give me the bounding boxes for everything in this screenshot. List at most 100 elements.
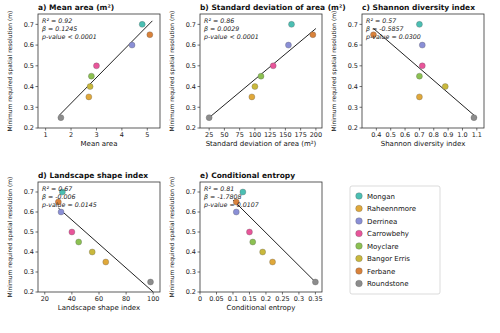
panel-title: c) Shannon diversity index: [362, 3, 475, 12]
y-tick: [360, 128, 363, 129]
y-tick-label: 0.7: [24, 188, 34, 196]
y-tick: [198, 86, 201, 87]
x-tick-label: 20: [41, 295, 49, 303]
y-tick: [36, 252, 39, 253]
stat-annotation: β = 0.1245: [42, 25, 77, 33]
y-tick-label: 0.2: [24, 288, 34, 296]
y-tick: [198, 128, 201, 129]
point: [103, 259, 109, 265]
legend-swatch: [356, 205, 363, 212]
y-tick: [198, 24, 201, 25]
y-tick-label: 0.5: [186, 62, 196, 70]
y-tick-label: 0.4: [186, 248, 196, 256]
y-tick-label: 0.6: [24, 41, 34, 49]
y-tick-label: 0.2: [348, 124, 358, 132]
legend-label: Carrowbehy: [367, 230, 409, 238]
point: [76, 239, 82, 245]
point: [419, 63, 425, 69]
x-tick-label: 25: [205, 131, 213, 139]
stat-annotation: p-value = 0.0145: [41, 201, 97, 209]
y-tick-label: 0.7: [186, 21, 196, 29]
point: [87, 84, 93, 90]
x-tick-label: 150: [279, 131, 291, 139]
point: [419, 42, 425, 48]
stat-annotation: p-value = 0.0300: [365, 33, 421, 41]
y-tick-label: 0.5: [24, 228, 34, 236]
legend-box: [350, 186, 440, 294]
legend: MonganRaheennmoreDerrineaCarrowbehyMoycl…: [350, 186, 440, 294]
x-axis-label: Standard deviation of area (m²): [206, 140, 317, 148]
y-tick-label: 0.5: [348, 62, 358, 70]
y-tick: [36, 24, 39, 25]
legend-label: Derrinea: [367, 218, 397, 226]
legend-swatch: [356, 280, 363, 287]
legend-swatch: [356, 193, 363, 200]
y-tick: [360, 45, 363, 46]
stat-annotation: p-value < 0.0001: [203, 33, 259, 41]
x-tick-label: 100: [249, 131, 261, 139]
y-tick-label: 0.6: [186, 41, 196, 49]
y-tick: [198, 272, 201, 273]
y-tick-label: 0.3: [348, 104, 358, 112]
y-axis-label: Minimum required spatial resolution (m): [6, 177, 14, 298]
legend-swatch: [356, 255, 363, 262]
y-tick-label: 0.5: [186, 228, 196, 236]
y-tick-label: 0.3: [186, 104, 196, 112]
legend-swatch: [356, 230, 363, 237]
x-axis-label: Landscape shape index: [58, 304, 140, 312]
x-tick-label: 1.0: [457, 131, 467, 139]
stat-annotation: β = 0.0029: [204, 25, 239, 33]
y-tick: [36, 107, 39, 108]
legend-label: Moyclare: [367, 243, 399, 251]
x-tick-label: 0: [198, 295, 202, 303]
y-tick: [198, 232, 201, 233]
y-tick: [198, 65, 201, 66]
x-tick-label: 1.1: [472, 131, 482, 139]
x-axis-label: Mean area: [81, 140, 118, 148]
frame: [200, 182, 322, 292]
y-tick: [360, 107, 363, 108]
y-tick-label: 0.6: [24, 208, 34, 216]
y-axis-label: Minimum required spatial resolution (m): [168, 177, 176, 298]
y-axis-label: Minimum required spatial resolution (m): [168, 11, 176, 132]
x-tick-label: 0.7: [414, 131, 424, 139]
point: [260, 249, 266, 255]
panel: 2550751001251501752000.20.30.40.50.60.7b…: [168, 3, 346, 148]
point: [58, 209, 64, 215]
y-tick: [36, 86, 39, 87]
stat-annotation: p-value = 0.0107: [203, 201, 259, 209]
y-tick-label: 0.4: [24, 248, 34, 256]
x-tick-label: 0.05: [209, 295, 223, 303]
y-tick: [36, 45, 39, 46]
y-tick: [198, 107, 201, 108]
y-tick: [36, 232, 39, 233]
point: [58, 115, 64, 121]
point: [285, 42, 291, 48]
point: [416, 21, 422, 27]
x-tick-label: 0.1: [228, 295, 238, 303]
frame: [362, 14, 484, 128]
y-tick: [198, 212, 201, 213]
point: [310, 32, 316, 38]
y-tick-label: 0.5: [24, 62, 34, 70]
x-tick-label: 4: [120, 131, 124, 139]
panel-title: b) Standard deviation of area (m²): [200, 3, 346, 12]
point: [147, 32, 153, 38]
x-tick-label: 0.6: [400, 131, 410, 139]
y-tick: [198, 252, 201, 253]
stat-annotation: R² = 0.81: [204, 185, 234, 192]
panel: 123450.20.30.40.50.60.7a) Mean area (m²)…: [6, 3, 160, 148]
point: [258, 73, 264, 79]
legend-label: Raheennmore: [367, 205, 416, 213]
x-tick-label: 0.9: [443, 131, 453, 139]
x-tick-label: 80: [122, 295, 130, 303]
point: [246, 229, 252, 235]
x-tick-label: 50: [220, 131, 228, 139]
point: [249, 94, 255, 100]
y-tick: [198, 45, 201, 46]
x-axis-label: Conditional entropy: [227, 304, 296, 312]
x-tick-label: 0.3: [294, 295, 304, 303]
legend-label: Bangor Erris: [367, 255, 410, 263]
legend-label: Ferbane: [367, 268, 395, 276]
point: [139, 21, 145, 27]
